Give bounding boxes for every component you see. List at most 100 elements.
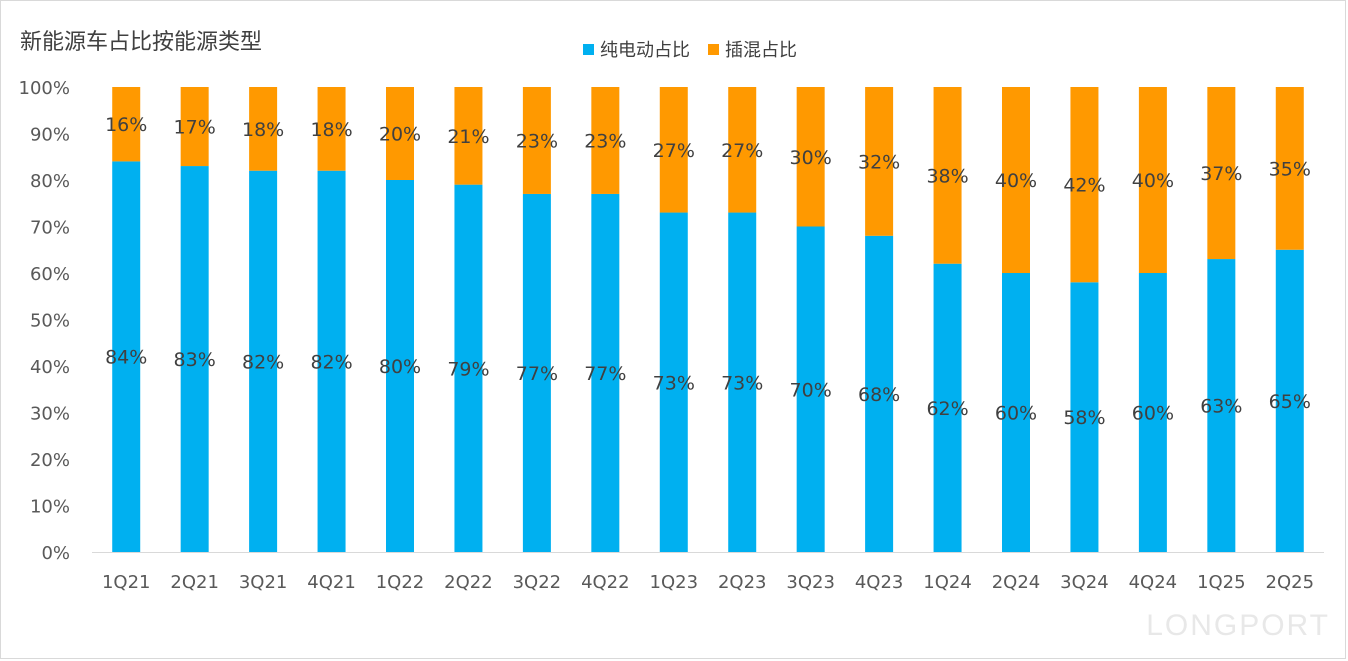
- data-label-bev: 58%: [1063, 407, 1105, 429]
- legend-label-bev: 纯电动占比: [600, 40, 690, 61]
- legend-swatch-bev: [583, 43, 594, 55]
- bar-phev: [1138, 87, 1167, 273]
- data-label-phev: 27%: [653, 140, 695, 162]
- bar-phev: [591, 87, 620, 194]
- x-tick-label: 2Q21: [170, 572, 219, 593]
- data-label-bev: 65%: [1269, 391, 1311, 413]
- bar-bev: [1138, 273, 1167, 552]
- y-tick-label: 60%: [30, 264, 70, 285]
- data-label-phev: 37%: [1200, 163, 1242, 185]
- x-tick-label: 1Q25: [1197, 572, 1246, 593]
- data-label-bev: 73%: [721, 372, 763, 394]
- bar-bev: [522, 193, 551, 552]
- bar-phev: [1070, 87, 1099, 283]
- data-label-bev: 68%: [858, 384, 900, 406]
- x-tick-label: 4Q21: [307, 572, 356, 593]
- x-tick-label: 3Q23: [786, 572, 835, 593]
- bar-bev: [796, 226, 825, 552]
- bar-bev: [249, 170, 278, 552]
- bar-phev: [112, 87, 141, 162]
- x-tick-label: 3Q22: [513, 572, 562, 593]
- legend-label-phev: 插混占比: [725, 40, 797, 61]
- y-tick-label: 20%: [30, 450, 70, 471]
- y-tick-label: 70%: [30, 218, 70, 239]
- bar-bev: [933, 263, 962, 552]
- y-tick-label: 100%: [19, 78, 70, 99]
- bar-bev: [180, 166, 209, 553]
- bar-phev: [522, 87, 551, 194]
- data-label-phev: 42%: [1063, 175, 1105, 197]
- data-label-bev: 77%: [584, 363, 626, 385]
- bar-bev: [1275, 249, 1304, 552]
- bar-bev: [1207, 259, 1236, 552]
- chart-legend: 纯电动占比 插混占比: [583, 36, 797, 62]
- x-tick-label: 2Q23: [718, 572, 767, 593]
- bar-phev: [317, 87, 346, 171]
- data-label-phev: 40%: [1132, 170, 1174, 192]
- data-label-phev: 30%: [790, 147, 832, 169]
- data-label-bev: 82%: [310, 351, 352, 373]
- watermark-longport: LONGPORT: [1146, 609, 1330, 642]
- data-label-bev: 60%: [995, 403, 1037, 425]
- data-label-phev: 27%: [721, 140, 763, 162]
- bar-bev: [865, 235, 894, 553]
- x-tick-label: 1Q24: [923, 572, 972, 593]
- x-tick-label: 3Q21: [239, 572, 288, 593]
- data-label-bev: 77%: [516, 363, 558, 385]
- bar-bev: [386, 180, 414, 552]
- y-tick-label: 30%: [30, 404, 70, 425]
- bar-bev: [1002, 273, 1030, 552]
- x-tick-label: 1Q22: [376, 572, 425, 593]
- x-tick-label: 4Q23: [855, 572, 904, 593]
- bar-phev: [728, 87, 757, 213]
- data-label-phev: 40%: [995, 170, 1037, 192]
- y-tick-label: 40%: [30, 357, 70, 378]
- data-label-phev: 23%: [516, 130, 558, 152]
- x-tick-label: 1Q21: [102, 572, 151, 593]
- data-label-bev: 62%: [926, 398, 968, 420]
- data-label-bev: 84%: [105, 347, 147, 369]
- bar-phev: [933, 87, 962, 264]
- bar-phev: [659, 87, 688, 213]
- bar-phev: [180, 87, 209, 167]
- y-tick-label: 0%: [41, 543, 70, 564]
- data-label-bev: 83%: [174, 349, 216, 371]
- y-tick-label: 10%: [30, 497, 70, 518]
- data-label-bev: 82%: [242, 351, 284, 373]
- bar-bev: [1070, 282, 1099, 552]
- bar-bev: [454, 184, 483, 552]
- data-label-bev: 79%: [447, 358, 489, 380]
- x-tick-label: 2Q24: [992, 572, 1041, 593]
- legend-item-phev: 插混占比: [708, 36, 797, 62]
- data-label-bev: 70%: [790, 379, 832, 401]
- data-label-phev: 16%: [105, 114, 147, 136]
- data-label-phev: 38%: [926, 165, 968, 187]
- bar-phev: [249, 87, 278, 171]
- data-label-phev: 21%: [447, 126, 489, 148]
- bar-bev: [728, 212, 757, 553]
- data-label-phev: 17%: [174, 117, 216, 139]
- data-label-bev: 60%: [1132, 403, 1174, 425]
- data-label-phev: 32%: [858, 151, 900, 173]
- data-label-phev: 18%: [242, 119, 284, 141]
- x-tick-label: 2Q25: [1266, 572, 1315, 593]
- y-tick-label: 80%: [30, 171, 70, 192]
- y-tick-label: 50%: [30, 311, 70, 332]
- data-label-bev: 80%: [379, 356, 421, 378]
- x-tick-label: 4Q24: [1129, 572, 1178, 593]
- x-tick-label: 3Q24: [1060, 572, 1109, 593]
- bar-phev: [1207, 87, 1236, 260]
- data-label-phev: 20%: [379, 124, 421, 146]
- data-label-phev: 18%: [310, 119, 352, 141]
- legend-swatch-phev: [708, 43, 719, 55]
- bar-phev: [1275, 87, 1304, 250]
- x-tick-label: 2Q22: [444, 572, 493, 593]
- bar-bev: [317, 170, 346, 552]
- chart-title: 新能源车占比按能源类型: [20, 30, 263, 55]
- bar-bev: [591, 193, 620, 552]
- data-label-phev: 35%: [1269, 158, 1311, 180]
- data-label-bev: 63%: [1200, 396, 1242, 418]
- bar-phev: [386, 87, 414, 180]
- bar-phev: [454, 87, 483, 185]
